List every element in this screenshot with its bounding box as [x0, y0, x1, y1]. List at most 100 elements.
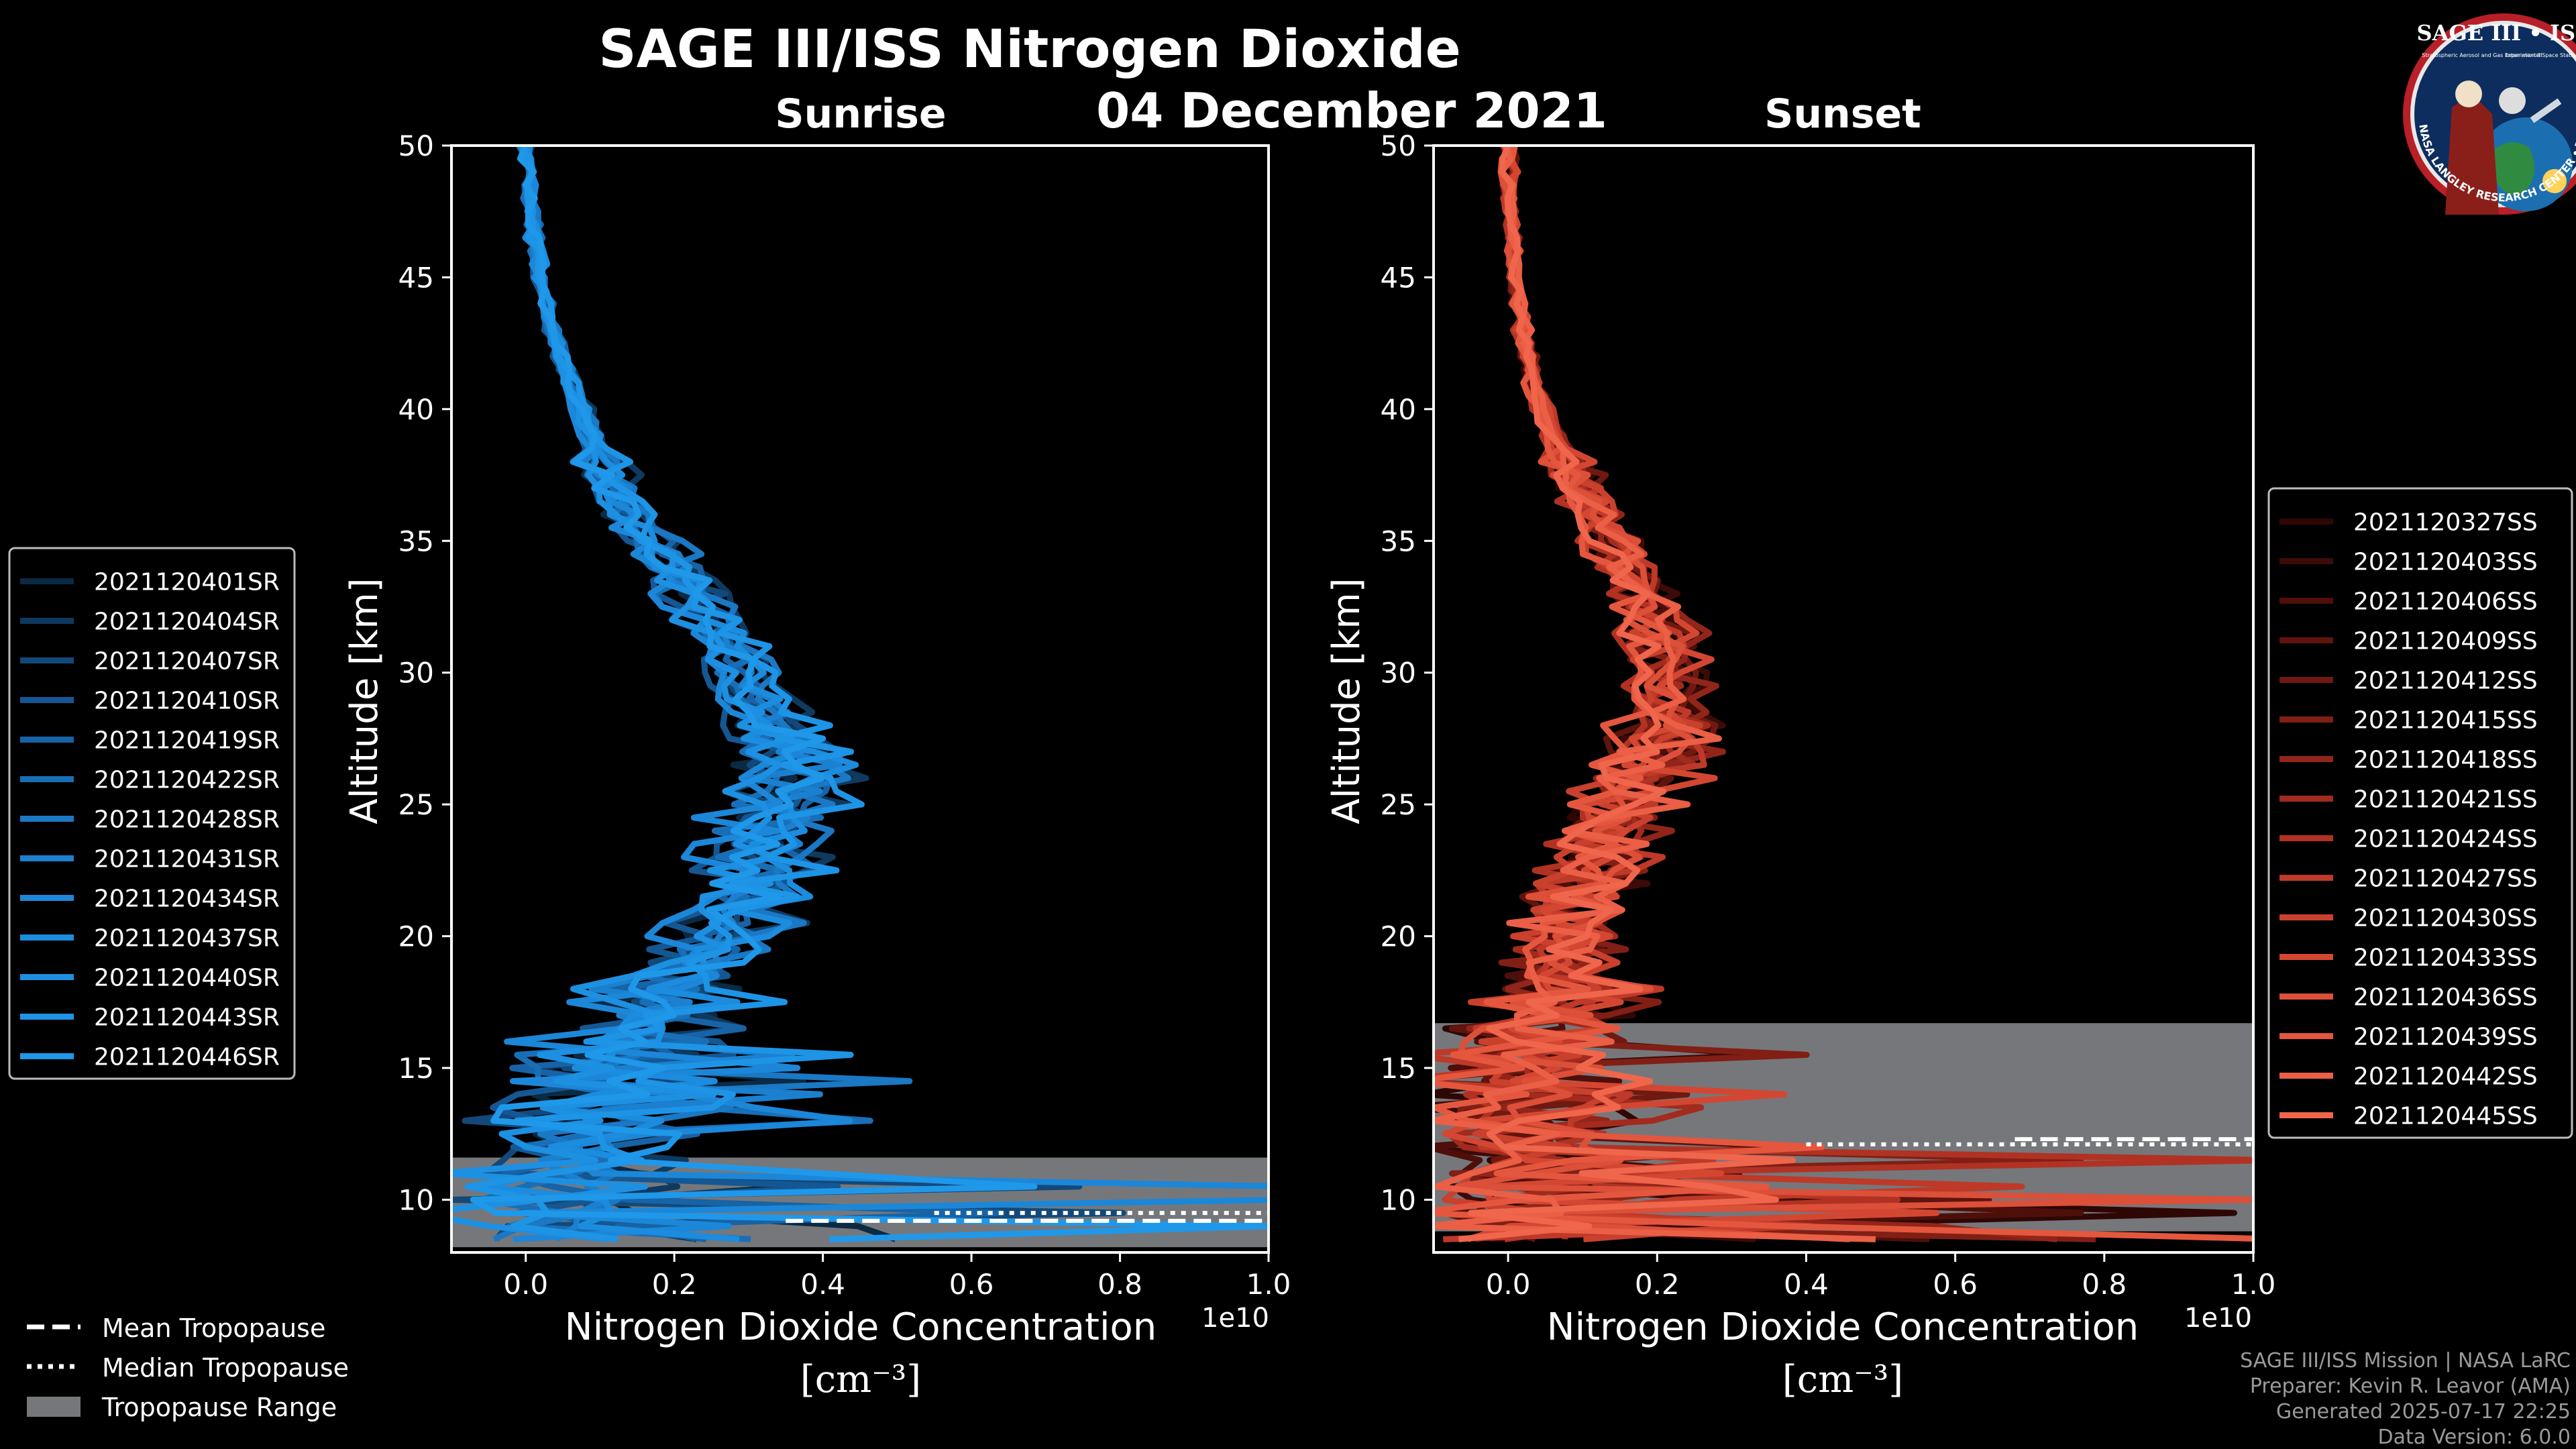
sunrise-xlabel-unit: [cm⁻³] [800, 1358, 921, 1401]
sunset-legend-label: 2021120433SS [2353, 945, 2538, 972]
sunrise-legend-label: 2021120410SR [94, 688, 280, 715]
y-tick-label: 35 [398, 525, 434, 557]
logo-iss-icon [2530, 98, 2562, 123]
sunrise-legend-label: 2021120422SR [94, 767, 280, 794]
sunset-legend-label: 2021120403SS [2353, 549, 2538, 576]
x-tick-label: 0.4 [1784, 1268, 1829, 1301]
profile-line-2021120445SS [1458, 146, 1796, 1242]
figure-date: 04 December 2021 [1096, 83, 1607, 139]
logo-name: SAGE III • ISS [2417, 20, 2576, 46]
footer-line-2: Preparer: Kevin R. Leavor (AMA) [2250, 1375, 2571, 1398]
logo-figure-icon [2445, 94, 2499, 215]
y-tick-label: 25 [1381, 788, 1416, 821]
profile-line-2021120446SR [470, 146, 1269, 1242]
sunset-legend-label: 2021120430SS [2353, 905, 2538, 932]
sunrise-legend-label: 2021120407SR [94, 648, 280, 676]
footer-line-3: Generated 2025-07-17 22:25 [2276, 1400, 2571, 1424]
sunrise-panel-title: Sunrise [775, 91, 946, 138]
sunset-legend-label: 2021120436SS [2353, 984, 2538, 1012]
axes-frame [1432, 144, 2255, 1254]
tropo-legend-range-label: Tropopause Range [101, 1393, 337, 1422]
x-tick-label: 0.6 [1933, 1268, 1978, 1301]
x-tick-label: 0.8 [2082, 1268, 2127, 1301]
sunrise-legend-label: 2021120419SR [94, 727, 280, 755]
tropo-legend-mean-label: Mean Tropopause [102, 1313, 325, 1343]
logo-sub-left: Stratospheric Aerosol and Gas Experiment… [2422, 52, 2542, 58]
sunset-ylabel: Altitude [km] [1325, 578, 1368, 824]
y-tick-label: 15 [1381, 1052, 1416, 1085]
sunset-panel: 0.0 0.2 0.4 0.6 0.8 1.0 10 15 20 25 30 35 40 45 50 [1381, 129, 2276, 1301]
y-tick-label: 50 [398, 129, 434, 162]
y-tick-label: 30 [398, 657, 434, 690]
y-tick-label: 45 [1381, 261, 1416, 294]
logo-sun-icon [2542, 169, 2567, 193]
sunset-legend-label: 2021120406SS [2353, 588, 2538, 616]
sunset-legend-frame [2267, 487, 2573, 1139]
sunset-legend-label: 2021120415SS [2353, 707, 2538, 735]
x-tick-label: 1.0 [2231, 1268, 2276, 1301]
sunrise-panel: 0.0 0.2 0.4 0.6 0.8 1.0 10 15 20 25 30 35 40 45 50 [398, 129, 1291, 1301]
sunrise-legend-label: 2021120443SR [94, 1004, 280, 1032]
tropopause-legend: Mean Tropopause Median Tropopause Tropop… [27, 1313, 349, 1422]
sunset-legend-label: 2021120409SS [2353, 628, 2538, 655]
x-tick-label: 0.0 [1486, 1268, 1531, 1301]
x-tick-label: 0.6 [949, 1268, 994, 1301]
logo-continent-icon [2489, 142, 2534, 196]
sunset-legend-label: 2021120418SS [2353, 747, 2538, 774]
tropo-legend-range-swatch [27, 1397, 80, 1417]
y-tick-label: 35 [1381, 525, 1416, 557]
logo-sub-right: International Space Station [2506, 52, 2576, 58]
x-tick-label: 0.2 [652, 1268, 697, 1301]
y-tick-label: 40 [1381, 393, 1416, 426]
sunset-legend-label: 2021120424SS [2353, 826, 2538, 853]
x-tick-label: 0.8 [1097, 1268, 1142, 1301]
axes-frame [450, 144, 1270, 1254]
y-tick-label: 40 [398, 393, 434, 426]
sunrise-offset-label: 1e10 [1201, 1303, 1269, 1334]
y-tick-label: 50 [1381, 129, 1416, 162]
sunset-legend-label: 2021120327SS [2353, 509, 2538, 537]
sunrise-legend-label: 2021120431SR [94, 846, 280, 873]
profile-line-2021120442SS [1434, 146, 1876, 1242]
logo-moon-icon [2499, 87, 2526, 114]
figure-title: SAGE III/ISS Nitrogen Dioxide [598, 19, 1460, 80]
sunset-legend-label: 2021120427SS [2353, 865, 2538, 893]
y-tick-label: 25 [398, 788, 434, 821]
y-tick-label: 30 [1381, 657, 1416, 690]
sunset-legend-label: 2021120442SS [2353, 1063, 2538, 1091]
sunrise-legend-label: 2021120404SR [94, 608, 280, 636]
y-tick-label: 20 [398, 920, 434, 953]
sunrise-ylabel: Altitude [km] [343, 578, 386, 824]
sunset-legend-label: 2021120412SS [2353, 667, 2538, 695]
sunrise-legend-label: 2021120446SR [94, 1044, 280, 1071]
sunrise-legend-label: 2021120428SR [94, 806, 280, 834]
y-tick-label: 15 [398, 1052, 434, 1085]
sunset-xlabel: Nitrogen Dioxide Concentration [1547, 1305, 2139, 1349]
y-tick-label: 10 [398, 1183, 434, 1216]
sunset-legend: 2021120327SS 2021120403SS 2021120406SS 2021… [2267, 487, 2573, 1139]
sunset-legend-label: 2021120421SS [2353, 786, 2538, 814]
sunrise-legend-frame [8, 547, 296, 1080]
x-tick-label: 1.0 [1246, 1268, 1291, 1301]
x-tick-label: 0.2 [1635, 1268, 1680, 1301]
sunset-legend-label: 2021120439SS [2353, 1024, 2538, 1051]
sunset-panel-title: Sunset [1764, 91, 1921, 138]
sunset-offset-label: 1e10 [2184, 1303, 2252, 1334]
y-tick-label: 45 [398, 261, 434, 294]
sunrise-legend-label: 2021120434SR [94, 885, 280, 913]
sunrise-legend-label: 2021120437SR [94, 925, 280, 953]
tropo-legend-median-label: Median Tropopause [102, 1353, 349, 1383]
y-tick-label: 10 [1381, 1183, 1416, 1216]
logo-figure-head-icon [2455, 80, 2482, 107]
sunset-xlabel-unit: [cm⁻³] [1782, 1358, 1903, 1401]
sunrise-legend: 2021120401SR 2021120404SR 2021120407SR 2021… [8, 547, 296, 1080]
x-tick-label: 0.4 [800, 1268, 845, 1301]
sunrise-legend-label: 2021120401SR [94, 569, 280, 596]
sunset-legend-label: 2021120445SS [2353, 1103, 2538, 1130]
x-tick-label: 0.0 [503, 1268, 548, 1301]
y-tick-label: 20 [1381, 920, 1416, 953]
sunrise-xlabel: Nitrogen Dioxide Concentration [565, 1305, 1157, 1349]
footer-line-4: Data Version: 6.0.0 [2378, 1426, 2571, 1449]
sunrise-legend-label: 2021120440SR [94, 965, 280, 992]
